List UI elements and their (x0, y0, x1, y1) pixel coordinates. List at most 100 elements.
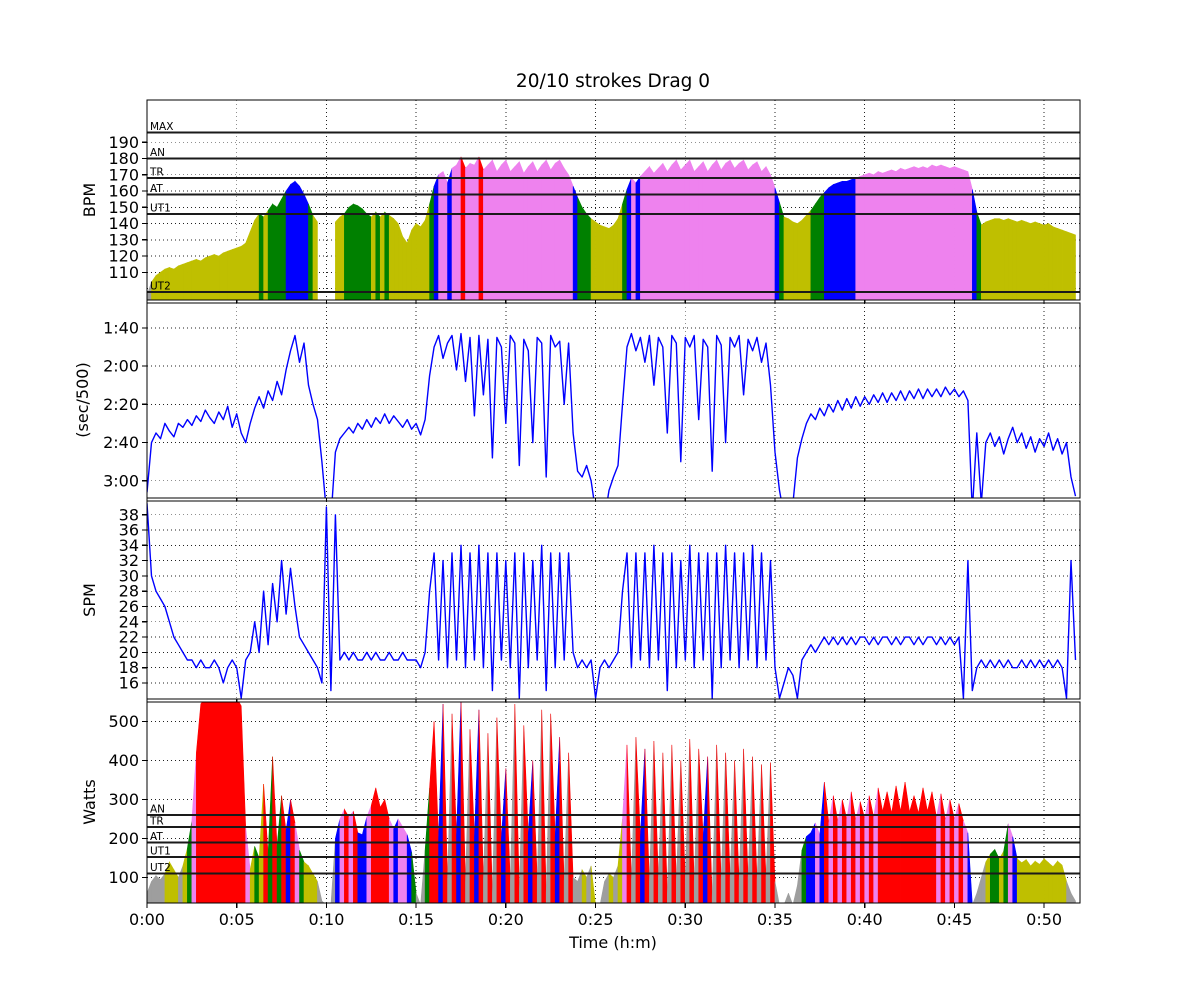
area-segment (227, 702, 233, 903)
area-segment (1012, 836, 1018, 903)
area-segment (909, 795, 915, 903)
area-segment (909, 166, 915, 300)
area-segment (707, 164, 713, 300)
area-segment (222, 250, 229, 300)
area-segment (653, 167, 659, 300)
area-segment (859, 174, 865, 300)
area-segment (989, 218, 996, 300)
area-segment (554, 159, 560, 300)
area-segment (1043, 223, 1049, 300)
area-segment (998, 218, 1005, 300)
area-segment (276, 795, 282, 903)
area-segment (478, 156, 484, 300)
area-segment (1012, 219, 1018, 300)
area-segment (236, 245, 242, 300)
area-segment (707, 756, 713, 903)
area-segment (568, 174, 574, 300)
area-segment (438, 170, 444, 300)
area-segment (945, 799, 951, 903)
panel-bg (147, 501, 1080, 699)
y-axis-label-spm: SPM (80, 583, 99, 617)
y-tick-label: 18 (119, 658, 139, 677)
zone-label-ut2: UT2 (150, 280, 171, 292)
area-segment (734, 760, 740, 903)
area-segment (815, 196, 821, 300)
area-segment (487, 159, 493, 300)
y-tick-label: 400 (108, 751, 139, 770)
area-segment (913, 795, 919, 903)
area-segment (590, 218, 596, 300)
area-segment (788, 893, 794, 903)
area-segment (918, 166, 924, 300)
area-segment (868, 795, 874, 903)
area-segment (147, 881, 152, 903)
area-segment (191, 258, 197, 300)
area-segment (572, 186, 578, 300)
area-segment (662, 163, 668, 300)
area-segment (832, 182, 839, 300)
area-segment (519, 161, 525, 300)
area-segment (456, 702, 462, 903)
area-segment (294, 180, 300, 300)
area-segment (1021, 219, 1027, 300)
area-segment (218, 252, 224, 300)
area-segment (312, 872, 318, 903)
area-segment (725, 159, 731, 300)
area-segment (200, 257, 206, 300)
x-tick-label: 0:00 (129, 910, 165, 929)
area-segment (846, 179, 852, 300)
area-segment (182, 848, 188, 903)
area-segment (940, 793, 946, 903)
area-segment (492, 160, 498, 300)
area-segment (451, 164, 457, 300)
y-tick-label: 22 (119, 628, 139, 647)
area-segment (227, 249, 233, 300)
zone-label-tr: TR (149, 167, 164, 179)
area-segment (308, 864, 314, 903)
area-segment (1039, 858, 1045, 903)
area-segment (388, 818, 395, 903)
area-segment (276, 199, 282, 300)
area-segment (1066, 881, 1072, 903)
area-segment (285, 183, 291, 300)
area-segment (536, 164, 543, 300)
area-segment (604, 872, 610, 903)
area-segment (465, 162, 471, 300)
area-segment (366, 805, 372, 903)
area-segment (644, 165, 650, 300)
area-segment (231, 247, 238, 300)
area-segment (200, 702, 206, 903)
y-tick-label: 1:40 (103, 318, 139, 337)
area-segment (649, 741, 655, 903)
area-segment (213, 254, 220, 300)
area-segment (747, 164, 753, 300)
x-tick-label: 0:25 (578, 910, 614, 929)
zone-label-ut1: UT1 (150, 202, 171, 214)
area-segment (828, 183, 834, 300)
area-segment (572, 876, 578, 903)
area-segment (460, 156, 466, 300)
area-segment (254, 212, 260, 300)
area-segment (536, 709, 543, 903)
area-segment (985, 219, 991, 300)
area-segment (1043, 858, 1049, 903)
area-segment (317, 881, 323, 903)
area-segment (1003, 823, 1009, 903)
area-segment (375, 787, 381, 903)
area-segment (698, 161, 704, 300)
area-segment (850, 791, 857, 903)
area-segment (196, 258, 202, 300)
area-segment (335, 216, 341, 300)
area-segment (846, 791, 852, 903)
area-segment (474, 156, 480, 300)
y-axis-label-bpm: BPM (80, 183, 99, 217)
area-segment (604, 226, 610, 300)
area-segment (783, 216, 789, 300)
area-segment (886, 169, 892, 300)
area-segment (873, 170, 879, 300)
area-segment (599, 881, 605, 903)
area-segment (510, 703, 516, 903)
area-segment (689, 160, 695, 300)
